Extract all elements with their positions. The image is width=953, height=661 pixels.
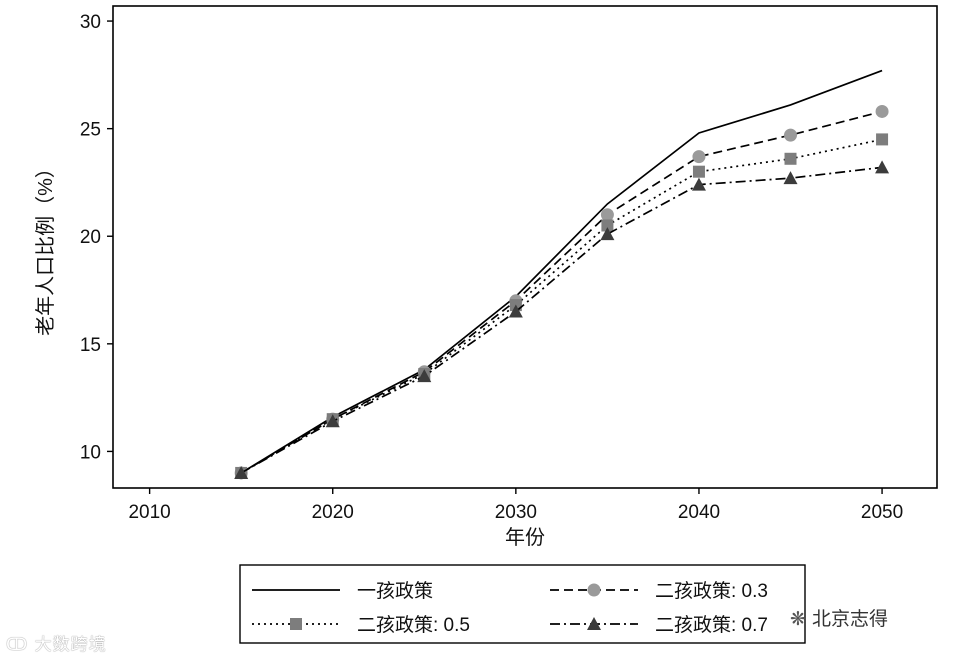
- y-tick-label-20: 20: [80, 227, 101, 248]
- series-2-point-2035: [600, 208, 614, 222]
- series-4-point-2030: [508, 304, 523, 318]
- series-2-point-2045: [784, 128, 798, 142]
- watermark-left-text: 大数跨境: [34, 635, 107, 655]
- legend-marker-3: [290, 618, 302, 630]
- legend-marker-4: [587, 617, 601, 630]
- x-tick-label-2010: 2010: [128, 502, 170, 523]
- legend-label-2: 二孩政策: 0.3: [655, 580, 768, 602]
- series-line-4: [240, 166, 883, 474]
- series-4-point-2015: [234, 465, 249, 479]
- series-3-point-2040: [692, 165, 705, 178]
- series-4: [234, 160, 890, 479]
- watermark-right-text: 北京志得: [811, 608, 888, 630]
- y-tick-label-10: 10: [80, 442, 101, 463]
- series-3-point-2050: [876, 133, 889, 146]
- legend-label-4: 二孩政策: 0.7: [655, 614, 768, 636]
- series-2-point-2050: [875, 104, 889, 118]
- x-axis-label: 年份: [505, 526, 545, 549]
- series-3-point-2045: [784, 152, 797, 165]
- wechat-icon: ❋: [790, 608, 812, 630]
- legend-label-1: 一孩政策: [357, 580, 433, 602]
- x-tick-label-2050: 2050: [861, 502, 903, 523]
- legend: 一孩政策 二孩政策: 0.3 二孩政策: 0.5 二孩政策: 0.7: [239, 564, 806, 644]
- y-axis-label: 老年人口比例（%）: [34, 158, 57, 336]
- plot-frame: [112, 5, 938, 489]
- legend-marker-2: [587, 583, 601, 597]
- x-tick-label-2030: 2030: [495, 502, 537, 523]
- series-2-point-2040: [692, 150, 706, 164]
- series-layer: [234, 69, 890, 480]
- series-4-point-2050: [875, 160, 890, 174]
- weibo-icon: ↀ: [6, 635, 35, 655]
- series-4-point-2035: [600, 227, 615, 241]
- x-tick-label-2040: 2040: [678, 502, 720, 523]
- series-line-1: [240, 69, 883, 474]
- y-tick-label-25: 25: [80, 120, 101, 141]
- series-1: [240, 69, 883, 474]
- x-tick-label-2020: 2020: [312, 502, 354, 523]
- axes: 10 15 20 25 30 2010 2020 2030 2040 2050 年份 老年人口比例（%…: [34, 5, 938, 549]
- watermark-left: ↀ 大数跨境: [6, 630, 107, 655]
- legend-label-3: 二孩政策: 0.5: [357, 614, 470, 636]
- watermark-right: ❋ 北京志得: [790, 604, 888, 631]
- series-4-point-2045: [783, 171, 798, 185]
- y-tick-label-15: 15: [80, 335, 101, 356]
- series-4-point-2040: [691, 177, 706, 191]
- series-3-point-2035: [601, 219, 614, 232]
- series-line-2: [240, 110, 883, 474]
- series-4-point-2020: [325, 414, 340, 428]
- series-4-point-2025: [417, 369, 432, 383]
- y-tick-label-30: 30: [80, 12, 101, 33]
- legend-box: [239, 564, 806, 644]
